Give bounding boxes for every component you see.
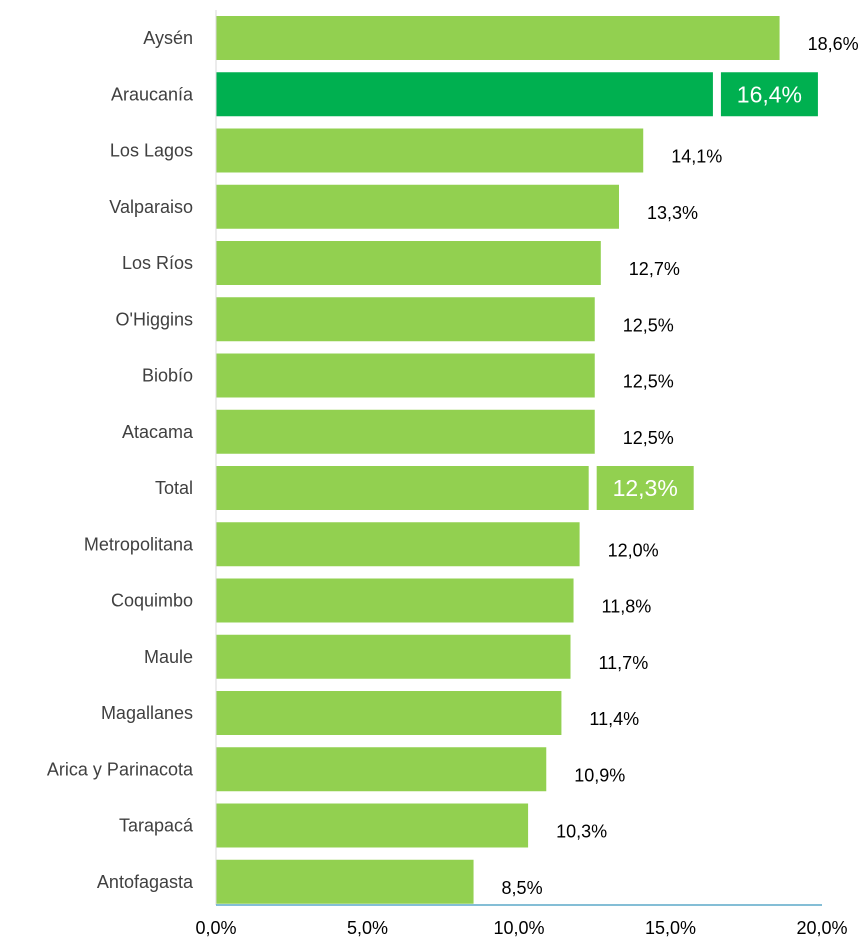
value-labels: 18,6% 16,4% 14,1% 13,3% 12,7% 12,5% 12,5% 12,5%… xyxy=(502,34,859,898)
bar xyxy=(216,578,574,623)
x-tick-label: 10,0% xyxy=(493,918,544,938)
x-tick-label: 20,0% xyxy=(796,918,847,938)
value-label: 11,8% xyxy=(602,597,652,617)
category-label: Los Ríos xyxy=(122,253,193,273)
bar xyxy=(216,859,474,904)
value-label: 10,9% xyxy=(574,765,625,785)
category-label: Magallanes xyxy=(101,703,193,723)
value-label: 12,3% xyxy=(613,475,678,501)
bar xyxy=(216,522,580,567)
category-label: Coquimbo xyxy=(111,591,193,611)
category-label: Biobío xyxy=(142,366,193,386)
category-label: Antofagasta xyxy=(97,872,194,892)
bar xyxy=(216,691,562,735)
bar xyxy=(216,297,595,342)
bar xyxy=(216,241,601,285)
value-label: 14,1% xyxy=(671,147,722,167)
bar xyxy=(216,353,595,398)
bar xyxy=(216,128,644,173)
category-label: Los Lagos xyxy=(110,141,193,161)
category-label: Metropolitana xyxy=(84,534,194,554)
category-label: Aysén xyxy=(143,28,193,48)
value-label-background xyxy=(596,466,694,510)
value-label: 13,3% xyxy=(647,203,698,223)
value-label: 18,6% xyxy=(808,34,859,54)
bar xyxy=(216,72,713,117)
x-tick-labels: 0,0% 5,0% 10,0% 15,0% 20,0% xyxy=(195,918,847,938)
bar xyxy=(216,747,547,792)
category-label: Valparaiso xyxy=(109,197,193,217)
bar xyxy=(216,16,780,60)
bar xyxy=(216,634,571,679)
category-label: Total xyxy=(155,478,193,498)
x-tick-label: 0,0% xyxy=(195,918,236,938)
x-tick-label: 15,0% xyxy=(645,918,696,938)
value-label-background xyxy=(720,72,818,117)
category-labels: Aysén Araucanía Los Lagos Valparaiso Los Río… xyxy=(47,28,194,892)
value-label: 11,7% xyxy=(599,653,649,673)
bar xyxy=(216,466,589,510)
x-tick-label: 5,0% xyxy=(347,918,388,938)
category-label: Atacama xyxy=(122,422,194,442)
category-label: Araucanía xyxy=(111,84,194,104)
category-label: Maule xyxy=(144,647,193,667)
bar xyxy=(216,803,529,848)
bars-group xyxy=(216,16,780,904)
value-label: 12,7% xyxy=(629,259,680,279)
category-label: Arica y Parinacota xyxy=(47,759,194,779)
category-label: Tarapacá xyxy=(119,816,194,836)
value-label: 12,5% xyxy=(623,428,674,448)
value-label: 12,5% xyxy=(623,372,674,392)
value-label: 8,5% xyxy=(502,878,543,898)
bar xyxy=(216,409,595,454)
value-label: 11,4% xyxy=(589,709,639,729)
bar xyxy=(216,184,619,229)
value-label: 12,0% xyxy=(608,540,659,560)
value-label: 16,4% xyxy=(737,81,802,107)
category-label: O'Higgins xyxy=(116,309,193,329)
value-label: 10,3% xyxy=(556,822,607,842)
value-label: 12,5% xyxy=(623,315,674,335)
